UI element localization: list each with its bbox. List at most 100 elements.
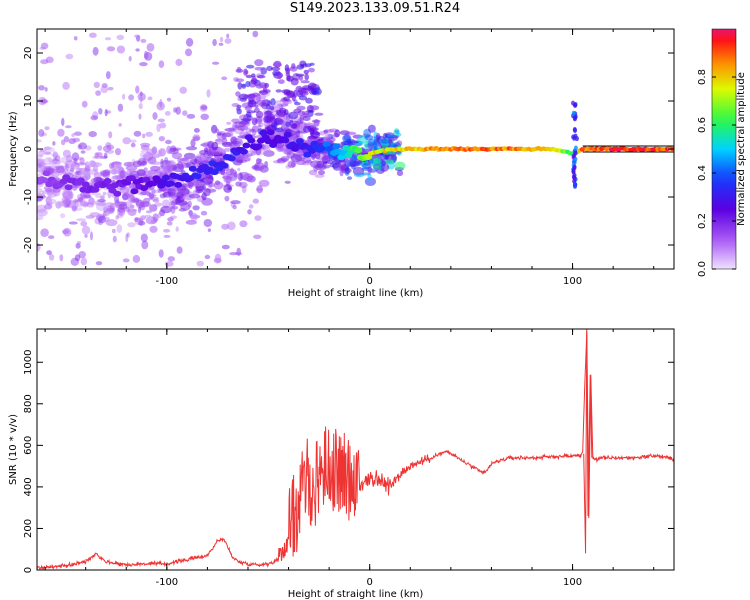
spectrogram-cell <box>230 136 238 145</box>
spectrogram-cell <box>118 203 128 210</box>
spectrogram-cell <box>252 30 259 38</box>
spectrogram-cell <box>226 121 232 125</box>
spectrogram-cell <box>573 128 577 133</box>
spectrogram-cell <box>226 33 230 39</box>
spectrogram-cell <box>37 139 42 143</box>
page-title: S149.2023.133.09.51.R24 <box>289 1 461 16</box>
spectrogram-cell <box>230 200 241 205</box>
spectrogram-cell <box>120 170 125 179</box>
spectrogram-cell <box>254 104 259 108</box>
snr-x-tick-label: -100 <box>155 577 178 588</box>
spectrogram-cell <box>116 34 125 41</box>
spectrogram-cell <box>385 159 394 164</box>
spectrogram-cell <box>37 215 44 221</box>
spectrogram-cell <box>48 253 55 261</box>
spectrogram-cell <box>45 188 53 193</box>
spectrogram-cell <box>140 190 151 196</box>
spectrogram-cell <box>76 218 86 222</box>
spectrogram-cell <box>141 240 149 250</box>
spectrogram-cell <box>575 136 579 142</box>
spectrogram-ridge-cell <box>76 177 85 184</box>
spectrogram-cell <box>573 150 578 156</box>
spectrogram-cell <box>150 165 161 172</box>
spectrogram-cell <box>237 167 241 172</box>
spectrogram-cell <box>224 195 230 202</box>
spectrogram-cell <box>185 37 194 47</box>
spectrogram-cell <box>106 144 115 150</box>
spectrogram-cell <box>283 96 290 102</box>
spectrogram-cell <box>212 61 220 65</box>
spectrogram-cell <box>37 208 48 217</box>
spectrogram-cell <box>160 158 164 168</box>
spectrogram-cell <box>252 198 259 204</box>
spectrogram-cell <box>351 165 356 170</box>
spectrogram-cell <box>107 86 114 91</box>
spectrogram-cell <box>321 155 331 164</box>
spectrogram-cell <box>158 249 164 258</box>
spectrogram-cell <box>309 62 315 66</box>
spectrogram-cell <box>185 48 192 57</box>
spectrogram-cell <box>215 155 221 161</box>
spectrogram-cell <box>200 113 209 121</box>
spectrogram-cell <box>60 213 66 219</box>
spectrogram-cell <box>109 207 115 211</box>
spectrogram-cell <box>108 131 113 139</box>
spectrogram-cell <box>243 152 251 162</box>
spectrogram-cell <box>382 132 388 140</box>
spectrogram-ridge-cell <box>188 165 197 172</box>
spectrogram-cell <box>270 66 281 71</box>
spectrogram-cell <box>241 83 247 89</box>
spectrogram-cell <box>235 159 247 164</box>
spectrogram-ridge-cell <box>162 174 170 181</box>
spectrogram-cell <box>236 66 242 73</box>
spectrogram-cell <box>304 73 310 81</box>
spectrogram-ridge-cell <box>295 138 304 145</box>
spectrogram-ridge-cell <box>259 129 268 136</box>
spectrogram-cell <box>295 85 303 93</box>
spectrogram-cell <box>122 193 128 201</box>
spectrogram-cell <box>128 55 132 62</box>
spectrogram-ridge-cell <box>227 155 236 162</box>
spectrogram-cell <box>94 194 105 199</box>
spectrogram-cell <box>193 127 200 133</box>
spectrogram-cell <box>237 82 243 90</box>
spectrogram-cell <box>346 176 353 180</box>
spectrogram-cell <box>157 118 165 123</box>
spectrogram-cell <box>37 196 43 202</box>
spectrogram-cell <box>163 234 171 238</box>
spectrogram-cell <box>125 233 129 243</box>
spectrogram-cell <box>134 217 141 221</box>
spectrogram-cell <box>144 214 152 218</box>
spectrogram-cell <box>44 126 50 131</box>
spectrogram-cell <box>102 191 107 196</box>
spectrogram-cell <box>167 188 176 198</box>
spectrogram-cell <box>95 261 103 266</box>
spectrogram-cell <box>192 205 200 211</box>
spectrogram-cell <box>190 212 198 222</box>
spectrogram-cell <box>104 152 108 159</box>
spectrogram-cell <box>203 219 212 227</box>
spectrogram-cell <box>344 131 357 136</box>
spectrogram-cell <box>196 260 204 267</box>
spectrogram-cell <box>84 234 88 238</box>
spectrogram-cell <box>303 69 309 75</box>
spectrogram-cell <box>233 171 238 178</box>
spectrogram-cell <box>127 222 136 228</box>
spectrogram-cell <box>396 132 402 137</box>
spectrogram-cell <box>37 192 42 198</box>
spectrogram-cell <box>324 133 332 141</box>
spectrogram-cell <box>214 253 222 263</box>
spectrogram-cell <box>251 92 260 97</box>
colorbar <box>711 28 737 270</box>
spectrogram-cell <box>573 182 578 188</box>
spectrogram-ridge-cell <box>281 137 290 144</box>
spectrogram-cell <box>164 261 174 267</box>
spectrogram-cell <box>128 94 135 101</box>
spectrogram-cell <box>167 167 174 174</box>
spectrogram-cell <box>572 172 577 178</box>
spectrogram-cell <box>177 157 181 163</box>
spectrogram-cell <box>250 78 258 85</box>
spectrogram-cell <box>266 65 273 72</box>
snr-y-tick-label: 800 <box>23 394 34 413</box>
